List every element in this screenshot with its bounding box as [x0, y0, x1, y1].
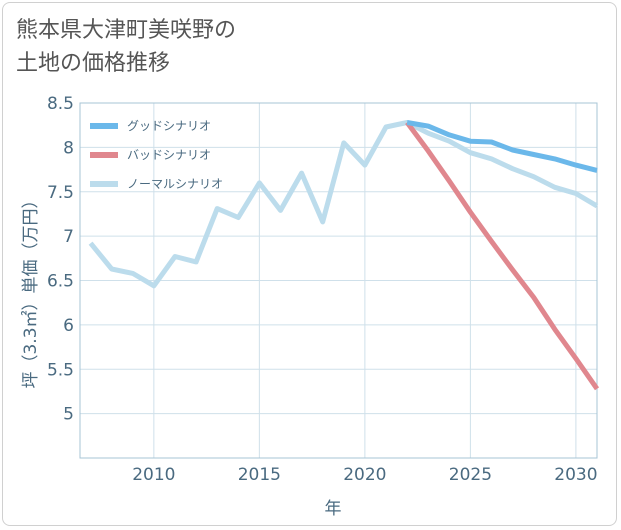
- legend-label-1: バッドシナリオ: [127, 148, 211, 162]
- series-line-2: [88, 120, 599, 289]
- series-lines: [88, 120, 600, 391]
- x-tick-label: 2020: [343, 465, 386, 485]
- y-axis-ticks: 5 5.5 6 6.5 7 7.5 8 8.5: [47, 94, 74, 425]
- y-tick-label: 8: [63, 138, 74, 158]
- x-tick-label: 2015: [238, 465, 281, 485]
- x-axis-ticks: 2010 2015 2020 2025 2030: [132, 465, 597, 485]
- x-tick-label: 2030: [554, 465, 597, 485]
- x-axis-title: 年: [325, 499, 342, 519]
- legend-label-0: グッドシナリオ: [127, 119, 211, 133]
- chart-title-line-2: 土地の価格推移: [16, 51, 171, 76]
- chart-title: 熊本県大津町美咲野の 土地の価格推移: [16, 14, 236, 80]
- y-tick-label: 7: [63, 227, 74, 247]
- series-line-1: [405, 121, 600, 391]
- y-tick-label: 6.5: [47, 272, 74, 292]
- x-tick-label: 2010: [132, 465, 175, 485]
- y-tick-label: 5.5: [47, 360, 74, 380]
- y-tick-label: 6: [63, 316, 74, 336]
- x-tick-label: 2025: [449, 465, 492, 485]
- series-line-0: [406, 120, 598, 173]
- legend-label-2: ノーマルシナリオ: [127, 177, 223, 191]
- y-tick-label: 5: [63, 405, 74, 425]
- y-tick-label: 7.5: [47, 183, 74, 203]
- plot-area-border: [79, 102, 598, 459]
- chart-title-line-1: 熊本県大津町美咲野の: [16, 18, 237, 43]
- y-tick-label: 8.5: [47, 94, 74, 114]
- y-axis-title: 坪（3.3㎡）単価（万円）: [21, 191, 41, 388]
